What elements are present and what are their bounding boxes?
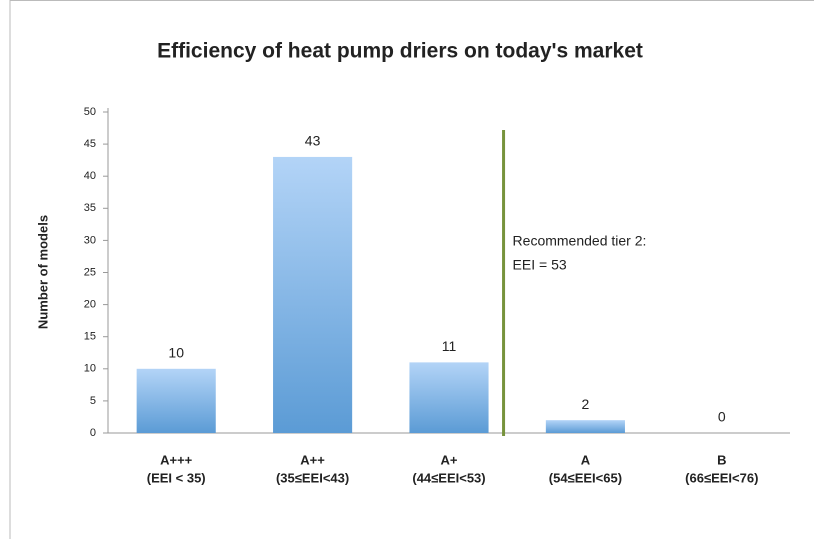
y-tick-label: 5	[90, 395, 96, 407]
x-tick-label: (44≤EEI<53)	[412, 470, 485, 485]
y-axis-label: Number of models	[35, 215, 50, 329]
y-tick-label: 50	[84, 106, 96, 118]
bar	[136, 368, 216, 433]
bar	[273, 156, 353, 433]
value-label: 0	[718, 409, 726, 425]
x-tick-label: B	[717, 452, 726, 467]
y-tick-label: 25	[84, 266, 96, 278]
x-tick-label: (35≤EEI<43)	[276, 470, 349, 485]
y-tick-label: 15	[84, 331, 96, 343]
y-tick-label: 0	[90, 427, 96, 439]
y-tick-label: 45	[84, 138, 96, 150]
x-tick-label: A+++	[160, 452, 193, 467]
x-tick-label: A	[581, 452, 591, 467]
value-label: 11	[442, 338, 457, 354]
bar	[545, 420, 625, 433]
y-tick-label: 30	[84, 234, 96, 246]
annotation: EEI = 53	[513, 257, 567, 273]
annotation: Recommended tier 2:	[513, 233, 647, 249]
y-tick-label: 20	[84, 299, 96, 311]
x-tick-label: A++	[300, 452, 325, 467]
y-tick-label: 10	[84, 363, 96, 375]
bar	[409, 362, 489, 433]
y-tick-label: 35	[84, 202, 96, 214]
x-tick-label: A+	[441, 452, 458, 467]
x-tick-label: (66≤EEI<76)	[685, 470, 758, 485]
chart-title: Efficiency of heat pump driers on today'…	[157, 40, 643, 63]
value-label: 10	[168, 345, 184, 361]
value-label: 2	[582, 396, 590, 412]
x-tick-label: (54≤EEI<65)	[549, 470, 622, 485]
y-tick-label: 40	[84, 170, 96, 182]
value-label: 43	[305, 133, 321, 149]
x-tick-label: (EEI < 35)	[147, 470, 206, 485]
